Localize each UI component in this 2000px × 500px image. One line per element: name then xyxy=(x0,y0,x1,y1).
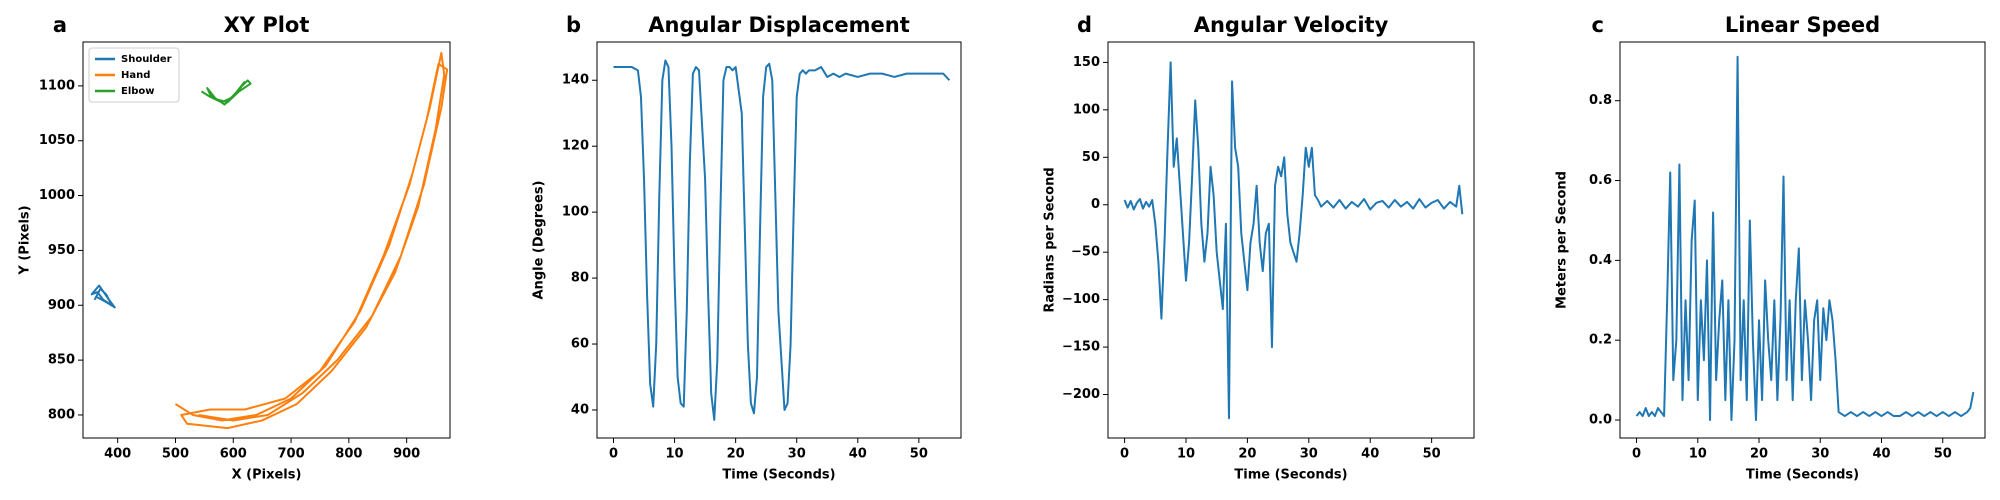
axes-frame xyxy=(82,41,451,439)
y-tick-label: 120 xyxy=(562,139,589,154)
x-tick-label: 10 xyxy=(1689,447,1707,462)
x-tick-label: 400 xyxy=(104,447,131,462)
y-tick-label: 0.6 xyxy=(1589,173,1612,188)
x-tick-label: 20 xyxy=(727,447,745,462)
x-tick-label: 20 xyxy=(1750,447,1768,462)
y-tick-label: −50 xyxy=(1071,245,1100,260)
x-tick-label: 0 xyxy=(1632,447,1641,462)
x-tick-label: 40 xyxy=(849,447,867,462)
y-tick-label: 60 xyxy=(571,337,589,352)
y-axis-label: Meters per Second xyxy=(1555,171,1570,309)
y-tick-label: 1000 xyxy=(39,188,75,203)
plot-area xyxy=(1635,55,1975,422)
y-tick-label: −200 xyxy=(1062,387,1100,402)
axes-frame xyxy=(1107,41,1475,439)
x-tick-label: 700 xyxy=(277,447,304,462)
y-tick-label: 0 xyxy=(1091,197,1100,212)
panel-label: c xyxy=(1592,13,1604,37)
x-tick-label: 0 xyxy=(609,447,618,462)
x-tick-label: 40 xyxy=(1361,447,1379,462)
series-line xyxy=(1123,61,1464,420)
legend-label: Elbow xyxy=(121,86,155,97)
y-axis-label: Radians per Second xyxy=(1043,167,1058,312)
x-tick-label: 0 xyxy=(1120,447,1129,462)
legend-box xyxy=(88,47,180,103)
x-tick-label: 50 xyxy=(1423,447,1441,462)
plot-area xyxy=(1123,61,1464,420)
x-tick-label: 500 xyxy=(162,447,189,462)
x-tick-label: 30 xyxy=(1300,447,1318,462)
x-axis-label: X (Pixels) xyxy=(232,468,302,483)
legend-label: Hand xyxy=(121,70,150,81)
x-axis-label: Time (Seconds) xyxy=(722,468,835,483)
y-tick-label: 100 xyxy=(562,205,589,220)
y-tick-label: 100 xyxy=(1073,102,1100,117)
x-tick-label: 900 xyxy=(393,447,420,462)
y-tick-label: 0.0 xyxy=(1589,413,1612,428)
y-tick-label: 900 xyxy=(48,298,75,313)
chart-panel: d Angular Velocity 0 10 20 30 40 50 −200 −150 −100… xyxy=(1043,13,1475,483)
y-tick-label: −150 xyxy=(1062,340,1100,355)
x-tick-label: 40 xyxy=(1872,447,1890,462)
y-tick-label: 1100 xyxy=(39,78,75,93)
chart-title: Linear Speed xyxy=(1725,13,1880,37)
chart-panel: b Angular Displacement 0 10 20 30 40 50 40 60 80 10… xyxy=(532,13,962,483)
axes-frame xyxy=(596,41,962,439)
y-tick-label: 80 xyxy=(571,271,589,286)
y-tick-label: 0.2 xyxy=(1589,333,1612,348)
y-tick-label: 0.8 xyxy=(1589,93,1612,108)
y-tick-label: 950 xyxy=(48,243,75,258)
y-tick-label: 50 xyxy=(1082,150,1100,165)
x-tick-label: 10 xyxy=(1177,447,1195,462)
series-line xyxy=(174,51,449,430)
plot-area xyxy=(613,59,951,421)
chart-title: Angular Velocity xyxy=(1194,13,1389,37)
x-axis-label: Time (Seconds) xyxy=(1234,468,1347,483)
chart-title: XY Plot xyxy=(224,13,310,37)
x-tick-label: 10 xyxy=(666,447,684,462)
x-tick-label: 20 xyxy=(1238,447,1256,462)
x-tick-label: 30 xyxy=(1811,447,1829,462)
y-axis-label: Y (Pixels) xyxy=(18,205,33,275)
y-tick-label: 40 xyxy=(571,402,589,417)
x-tick-label: 800 xyxy=(335,447,362,462)
chart-title: Angular Displacement xyxy=(648,13,910,37)
y-tick-label: 150 xyxy=(1073,55,1100,70)
panel-label: b xyxy=(566,13,581,37)
y-tick-label: −100 xyxy=(1062,292,1100,307)
legend-label: Shoulder xyxy=(121,54,172,65)
y-tick-label: 800 xyxy=(48,407,75,422)
panel-label: a xyxy=(53,13,67,37)
x-tick-label: 50 xyxy=(910,447,928,462)
series-line xyxy=(613,59,951,421)
panel-label: d xyxy=(1077,13,1092,37)
y-tick-label: 1050 xyxy=(39,133,75,148)
x-axis-label: Time (Seconds) xyxy=(1746,468,1859,483)
y-axis-label: Angle (Degrees) xyxy=(532,181,547,300)
y-tick-label: 140 xyxy=(562,73,589,88)
x-tick-label: 50 xyxy=(1934,447,1952,462)
x-tick-label: 30 xyxy=(788,447,806,462)
series-line xyxy=(1635,55,1975,422)
chart-panel: c Linear Speed 0 10 20 30 40 50 0.0 0.2 0.4 0.6 0.8 T… xyxy=(1555,13,1986,483)
y-tick-label: 0.4 xyxy=(1589,253,1612,268)
y-tick-label: 850 xyxy=(48,353,75,368)
axes-frame xyxy=(1619,41,1986,439)
x-tick-label: 600 xyxy=(220,447,247,462)
chart-panel: a XY Plot 400 500 600 700 800 900 800 850 900 950 10… xyxy=(18,13,451,483)
plot-area xyxy=(90,51,449,430)
series-line xyxy=(90,284,116,309)
series-line xyxy=(200,79,252,106)
